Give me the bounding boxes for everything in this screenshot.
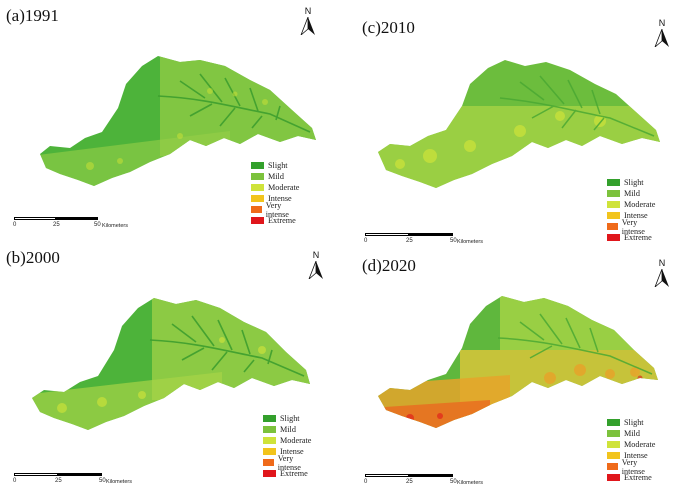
north-arrow-icon: N (652, 18, 672, 48)
legend-item: Moderate (263, 435, 311, 446)
north-arrow-icon: N (298, 6, 318, 36)
legend-item: Moderate (607, 199, 655, 210)
panel-title: (d)2020 (362, 256, 416, 275)
legend-item: Extreme (607, 472, 655, 483)
legend-item: Mild (607, 188, 655, 199)
erosion-map-2010 (378, 60, 660, 188)
legend-item: Intense (607, 210, 655, 221)
legend: Slight Mild Moderate Intense Very intens… (251, 160, 299, 226)
north-arrow-icon: N (652, 258, 672, 288)
legend-item: Mild (607, 428, 655, 439)
legend-item: Very intense (251, 201, 299, 219)
north-label: N (658, 18, 666, 28)
legend-item: Moderate (251, 182, 299, 193)
panel-title: (c)2010 (362, 18, 415, 37)
legend: Slight Mild Moderate Intense Very intens… (607, 177, 655, 243)
legend-item: Intense (607, 450, 655, 461)
legend-item: Extreme (607, 232, 655, 243)
scale-bar: 0 25 50 Kilometers (364, 474, 485, 494)
erosion-map-2000 (32, 298, 310, 430)
legend-item: Slight (607, 417, 655, 428)
legend: Slight Mild Moderate Intense Very intens… (607, 417, 655, 483)
legend-item: Intense (263, 446, 311, 457)
legend-item: Moderate (607, 439, 655, 450)
scale-bar: 0 25 50 Kilometers (364, 233, 485, 253)
legend: Slight Mild Moderate Intense Very intens… (263, 413, 311, 479)
legend-item: Slight (263, 413, 311, 424)
north-label: N (304, 6, 312, 16)
north-label: N (658, 258, 666, 268)
legend-item: Mild (263, 424, 311, 435)
scale-bar: 0 25 50 Kilometers (13, 473, 134, 493)
panel-title: (b)2000 (6, 248, 60, 267)
legend-item: Very intense (607, 458, 655, 476)
legend-item: Very intense (263, 454, 311, 472)
legend-item: Extreme (263, 468, 311, 479)
north-arrow-icon: N (306, 250, 326, 280)
scale-bar: 0 25 50 Kilometers (13, 217, 134, 237)
legend-item: Intense (251, 193, 299, 204)
erosion-map-2020 (378, 296, 658, 428)
legend-item: Very intense (607, 218, 655, 236)
legend-item: Mild (251, 171, 299, 182)
north-label: N (312, 250, 320, 260)
legend-item: Slight (251, 160, 299, 171)
legend-item: Slight (607, 177, 655, 188)
legend-item: Extreme (251, 215, 299, 226)
erosion-map-1991 (40, 56, 316, 186)
panel-title: (a)1991 (6, 6, 59, 25)
